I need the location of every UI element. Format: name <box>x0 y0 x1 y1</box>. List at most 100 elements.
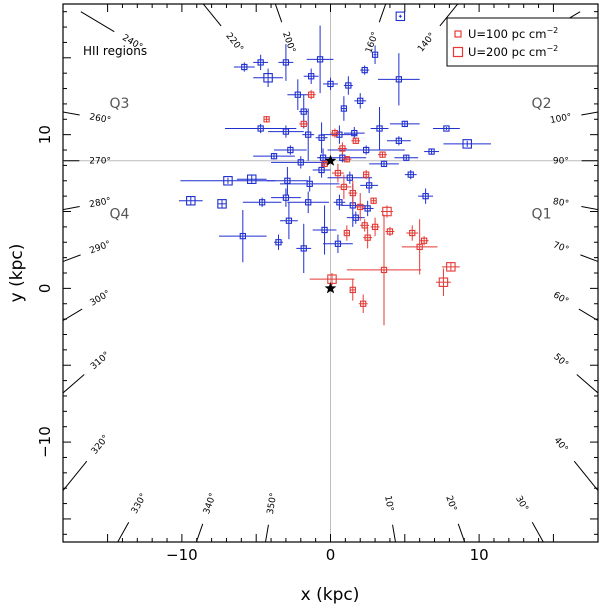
data-point <box>178 196 203 206</box>
data-point <box>424 148 439 155</box>
data-point <box>242 197 282 207</box>
legend-label-text: U=100 pc cm <box>468 27 546 41</box>
point-marker <box>352 137 359 144</box>
longitude-tick <box>63 460 88 492</box>
longitude-tick <box>202 4 222 27</box>
point-marker <box>462 139 472 149</box>
data-point <box>333 194 346 210</box>
data-point <box>358 294 368 313</box>
point-marker <box>223 176 233 186</box>
longitude-tick <box>581 111 598 116</box>
point-marker <box>346 174 353 181</box>
point-marker <box>300 120 307 128</box>
annotation-hii-regions: HII regions <box>83 44 147 58</box>
longitude-tick <box>378 4 387 23</box>
data-point <box>371 45 379 64</box>
quadrant-labels: Q3 Q2 Q4 Q1 <box>110 96 552 223</box>
point-marker <box>364 205 371 212</box>
point-marker <box>345 82 352 89</box>
point-marker <box>379 151 386 158</box>
galactic-center-star-marker <box>324 282 337 294</box>
data-point <box>271 156 331 169</box>
point-marker <box>258 199 266 206</box>
point-marker <box>339 145 346 152</box>
data-point <box>330 128 340 138</box>
data-point <box>287 191 330 214</box>
data-point <box>217 199 227 209</box>
x-tick-label: 0 <box>326 546 336 564</box>
data-point <box>268 125 304 138</box>
point-marker <box>349 286 356 294</box>
longitude-tick <box>576 374 598 394</box>
data-point <box>363 170 370 180</box>
data-point <box>348 180 358 206</box>
data-point <box>351 137 361 144</box>
longitude-tick <box>439 4 459 27</box>
point-marker <box>275 239 282 246</box>
data-point <box>340 96 348 121</box>
data-point <box>233 62 255 72</box>
longitude-tick <box>80 11 115 33</box>
data-point <box>346 211 365 224</box>
point-marker <box>336 131 343 138</box>
longitude-tick <box>392 524 396 542</box>
longitude-label: 20° <box>443 495 458 513</box>
longitude-label: 270° <box>89 156 111 166</box>
point-marker <box>386 228 394 235</box>
point-marker <box>343 229 350 237</box>
point-marker <box>416 243 423 251</box>
longitude-label: 80° <box>552 197 569 210</box>
point-marker <box>186 196 196 206</box>
data-point <box>315 122 328 154</box>
point-marker <box>443 125 450 132</box>
longitude-tick <box>581 206 598 211</box>
point-marker <box>327 80 334 88</box>
quadrant-label-q3: Q3 <box>110 96 130 112</box>
data-point <box>287 79 309 111</box>
legend-label: U=200 pc cm−2 <box>468 44 558 59</box>
data-point <box>443 139 491 149</box>
point-marker <box>376 125 383 132</box>
data-point <box>253 68 283 88</box>
point-marker <box>357 97 364 104</box>
point-marker <box>316 56 324 63</box>
data-point <box>436 268 451 297</box>
data-point <box>360 219 370 232</box>
data-point <box>378 53 420 106</box>
longitude-label: 260° <box>88 112 111 126</box>
point-marker <box>361 222 368 229</box>
longitude-tick <box>265 524 269 542</box>
point-marker <box>263 73 273 83</box>
data-point <box>306 25 334 94</box>
data-point <box>309 273 355 286</box>
point-marker <box>257 59 264 66</box>
point-marker <box>321 226 328 234</box>
point-marker <box>321 160 328 168</box>
x-tick-label: 10 <box>470 546 489 564</box>
point-marker <box>407 171 414 178</box>
data-point <box>381 205 393 218</box>
legend-label-exponent: −2 <box>546 44 558 53</box>
point-marker <box>318 166 325 174</box>
point-marker <box>285 217 293 224</box>
data-point <box>369 160 399 168</box>
legend-label-text: U=200 pc cm <box>468 45 546 59</box>
legend-label: U=100 pc cm−2 <box>468 26 558 41</box>
point-marker <box>336 199 343 206</box>
data-point <box>385 226 395 237</box>
point-marker <box>305 131 312 138</box>
data-point <box>302 108 315 161</box>
data-point <box>389 120 420 128</box>
point-marker <box>297 159 304 166</box>
data-point <box>406 225 419 241</box>
data-point <box>180 176 276 186</box>
point-marker <box>282 128 290 135</box>
point-marker <box>351 129 358 137</box>
data-point <box>433 125 460 132</box>
data-point <box>279 202 298 240</box>
data-point <box>395 11 406 22</box>
data-point <box>354 93 367 109</box>
data-point <box>401 219 438 275</box>
point-marker <box>395 11 406 22</box>
data-point <box>274 234 283 250</box>
